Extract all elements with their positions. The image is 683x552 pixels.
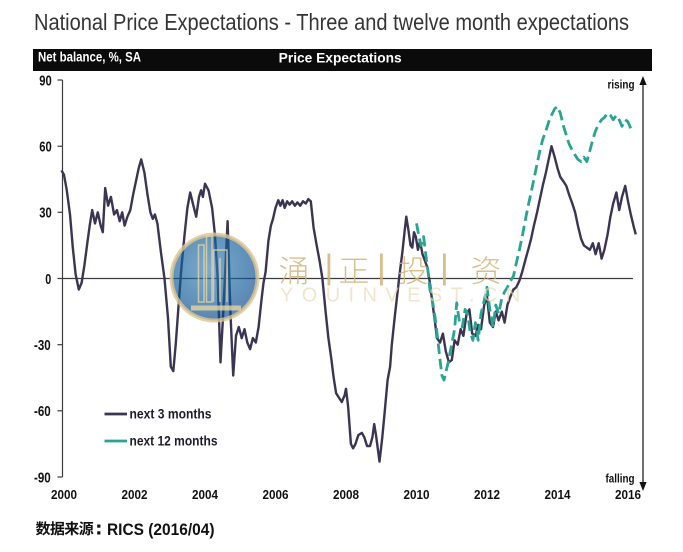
svg-text:Net balance, %, SA: Net balance, %, SA bbox=[38, 50, 141, 65]
svg-text:2016: 2016 bbox=[615, 488, 641, 502]
svg-text:2010: 2010 bbox=[404, 488, 430, 502]
svg-text:next 3 months: next 3 months bbox=[130, 406, 212, 421]
svg-text:2012: 2012 bbox=[474, 488, 500, 502]
svg-text:-90: -90 bbox=[34, 469, 51, 486]
svg-text:60: 60 bbox=[39, 139, 52, 156]
svg-text:next 12 months: next 12 months bbox=[130, 433, 218, 448]
svg-text:falling: falling bbox=[606, 474, 635, 486]
svg-text:2000: 2000 bbox=[51, 488, 77, 502]
svg-text:2002: 2002 bbox=[122, 488, 148, 502]
svg-text:2014: 2014 bbox=[545, 488, 571, 502]
svg-text:2008: 2008 bbox=[333, 488, 359, 502]
svg-text:-60: -60 bbox=[34, 403, 51, 420]
svg-text:2004: 2004 bbox=[192, 488, 218, 502]
svg-text:0: 0 bbox=[45, 271, 51, 288]
svg-text:rising: rising bbox=[608, 80, 635, 92]
svg-text:-30: -30 bbox=[34, 337, 51, 354]
svg-text:90: 90 bbox=[39, 72, 52, 89]
svg-text:Price Expectations: Price Expectations bbox=[279, 50, 402, 65]
svg-text:2006: 2006 bbox=[263, 488, 289, 502]
svg-text:National Price Expectations -: National Price Expectations - Three and … bbox=[34, 9, 629, 35]
svg-text:30: 30 bbox=[39, 205, 52, 222]
svg-text:YOUINVEST.CN: YOUINVEST.CN bbox=[280, 285, 529, 307]
svg-text:RICS (2016/04): RICS (2016/04) bbox=[107, 520, 215, 539]
